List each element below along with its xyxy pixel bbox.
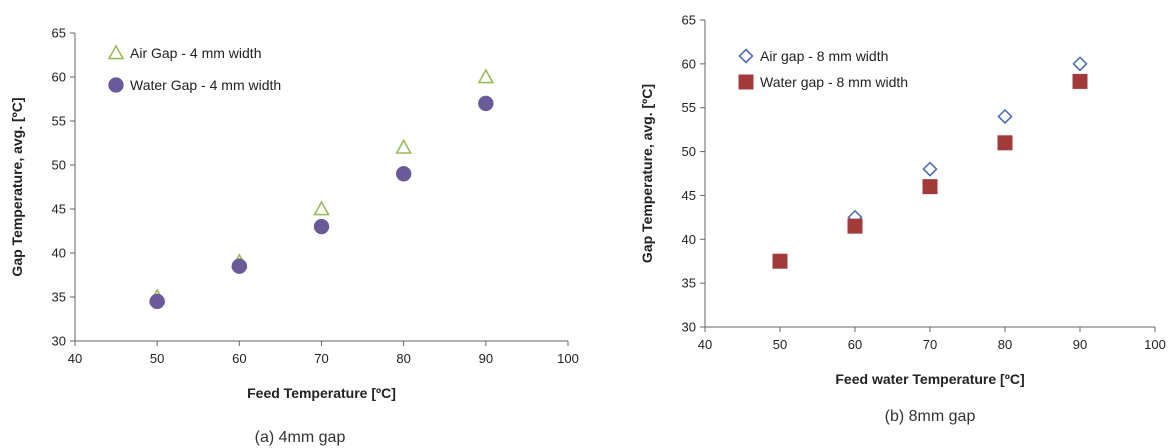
y-tick-label: 60 (682, 56, 696, 71)
y-tick-label: 35 (52, 290, 66, 305)
x-tick-label: 70 (923, 337, 937, 352)
y-tick-label: 65 (682, 13, 696, 28)
y-tick-label: 50 (52, 158, 66, 173)
x-tick-label: 100 (557, 351, 579, 366)
y-tick-label: 35 (682, 276, 696, 291)
x-axis-title: Feed water Temperature [ºC] (835, 371, 1024, 387)
y-tick-label: 30 (52, 334, 66, 349)
x-tick-label: 40 (68, 351, 82, 366)
chart-4mm-gap: 30 35 40 45 50 55 60 65 40 50 60 70 80 90 100 Feed Temp… (9, 26, 579, 447)
figure-caption: (a) 4mm gap (255, 429, 346, 446)
data-point (149, 293, 165, 310)
legend-marker (738, 74, 754, 90)
y-tick-label: 45 (52, 202, 66, 217)
data-point (772, 253, 788, 269)
y-tick-label: 40 (682, 232, 696, 247)
y-axis-title: Gap Temperature, avg. [ºC] (9, 97, 25, 276)
data-point (1072, 56, 1088, 72)
data-point (313, 200, 330, 216)
x-tick-label: 40 (698, 337, 712, 352)
data-point (922, 179, 938, 195)
data-point (478, 95, 494, 112)
data-point (1072, 73, 1088, 89)
legend-marker (107, 44, 125, 60)
y-tick-label: 30 (682, 320, 696, 335)
legend-label: Water Gap - 4 mm width (130, 77, 281, 93)
x-tick-label: 80 (396, 351, 410, 366)
data-point (395, 166, 412, 182)
chart-8mm-gap: 30 35 40 45 50 55 60 65 40 50 60 70 80 90 100 Feed wate… (639, 13, 1166, 426)
data-point (997, 135, 1013, 151)
x-tick-label: 50 (150, 351, 164, 366)
x-tick-label: 90 (1073, 337, 1087, 352)
legend-label: Air gap - 8 mm width (760, 48, 888, 64)
x-tick-label: 70 (314, 351, 328, 366)
data-point (395, 138, 413, 154)
y-tick-label: 65 (52, 26, 66, 41)
data-point (997, 108, 1013, 125)
x-tick-label: 60 (232, 351, 246, 366)
y-axis-title: Gap Temperature, avg. [ºC] (639, 84, 655, 263)
data-point (922, 161, 938, 177)
legend-marker (108, 77, 124, 93)
x-tick-label: 80 (998, 337, 1012, 352)
figure-caption: (b) 8mm gap (885, 408, 976, 425)
x-axis-title: Feed Temperature [ºC] (247, 385, 396, 401)
x-tick-label: 100 (1144, 337, 1166, 352)
legend-marker (738, 48, 754, 64)
y-tick-label: 45 (682, 188, 696, 203)
y-tick-label: 50 (682, 144, 696, 159)
data-point (847, 218, 863, 234)
y-tick-label: 55 (682, 100, 696, 115)
x-tick-label: 60 (848, 337, 862, 352)
y-tick-label: 40 (52, 246, 66, 261)
legend-label: Air Gap - 4 mm width (130, 45, 261, 61)
data-point (477, 68, 495, 84)
data-point (313, 218, 330, 235)
x-tick-label: 50 (773, 337, 787, 352)
y-tick-label: 55 (52, 114, 66, 129)
data-point (231, 258, 248, 274)
y-tick-label: 60 (52, 70, 66, 85)
x-tick-label: 90 (479, 351, 493, 366)
legend-label: Water gap - 8 mm width (760, 74, 908, 90)
